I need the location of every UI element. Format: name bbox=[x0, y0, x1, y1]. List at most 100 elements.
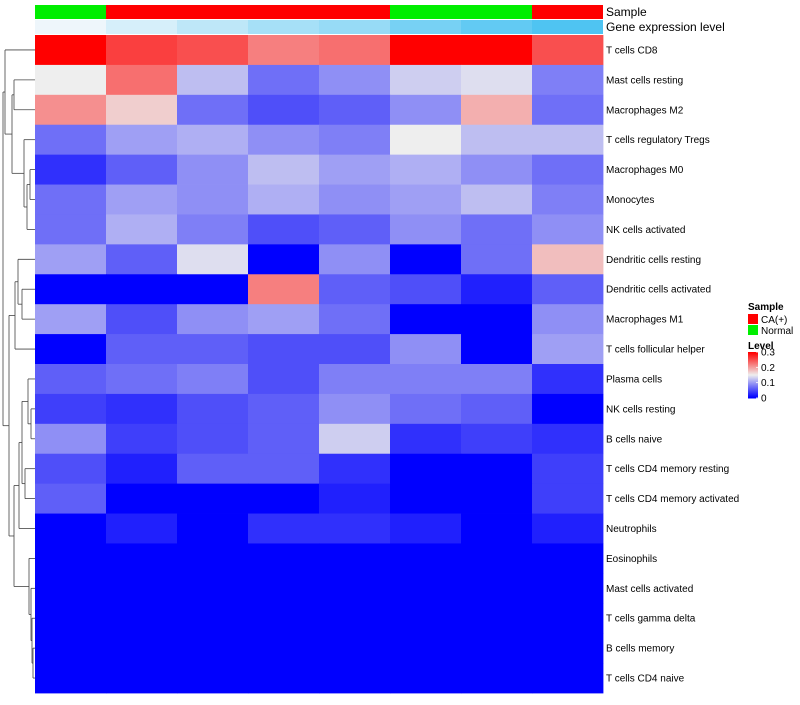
heatmap-cell bbox=[390, 244, 462, 275]
heatmap-cell bbox=[177, 154, 249, 185]
row-label: Monocytes bbox=[606, 195, 654, 206]
heatmap-cell bbox=[319, 304, 391, 335]
heatmap-cell bbox=[532, 364, 604, 395]
heatmap-cell bbox=[319, 483, 391, 514]
heatmap-cell bbox=[532, 543, 604, 574]
heatmap-cell bbox=[461, 94, 533, 126]
sample-annotation-cell bbox=[461, 5, 532, 19]
heatmap-cell bbox=[248, 35, 320, 66]
legend-sample-swatch bbox=[748, 314, 758, 324]
heatmap-cell bbox=[177, 573, 249, 604]
heatmap-cell bbox=[319, 453, 391, 485]
legend-level-gradient-step bbox=[748, 381, 758, 383]
heatmap-cell bbox=[532, 94, 604, 126]
heatmap-cell bbox=[248, 304, 320, 335]
legend-level-gradient-step bbox=[748, 365, 758, 367]
heatmap-cell bbox=[35, 364, 107, 395]
legend-level-tick-label: 0.3 bbox=[761, 348, 775, 359]
heatmap-cell bbox=[248, 513, 320, 544]
legend-level-gradient-step bbox=[748, 359, 758, 361]
heatmap-cell bbox=[106, 94, 178, 126]
heatmap-cell bbox=[461, 124, 533, 156]
heatmap-cell bbox=[461, 304, 533, 335]
heatmap-cell bbox=[461, 513, 533, 544]
legend-level-gradient-step bbox=[748, 397, 758, 399]
heatmap-cell bbox=[248, 214, 320, 245]
heatmap-cell bbox=[248, 663, 320, 694]
row-label: Macrophages M2 bbox=[606, 105, 684, 116]
legend-level-gradient-step bbox=[748, 352, 758, 354]
heatmap-cell bbox=[248, 334, 320, 365]
heatmap-cell bbox=[532, 304, 604, 335]
row-dendrogram bbox=[2, 49, 35, 679]
heatmap-cell bbox=[35, 214, 107, 245]
legend-level-gradient-step bbox=[748, 385, 758, 387]
heatmap-cell bbox=[248, 423, 320, 455]
heatmap-cell bbox=[35, 543, 107, 574]
heatmap-cell bbox=[106, 124, 178, 156]
heatmap-cell bbox=[248, 124, 320, 156]
heatmap-cell bbox=[390, 513, 462, 544]
heatmap-cell bbox=[177, 543, 249, 574]
heatmap-cell bbox=[177, 364, 249, 395]
expression-annotation-cell bbox=[532, 20, 603, 34]
heatmap-cell bbox=[35, 423, 107, 455]
heatmap-cell bbox=[106, 334, 178, 365]
heatmap-cell bbox=[177, 244, 249, 275]
heatmap-cell bbox=[319, 64, 391, 96]
expression-annotation-label: Gene expression level bbox=[606, 20, 725, 34]
heatmap-cell bbox=[390, 483, 462, 514]
legend-level-gradient-step bbox=[748, 373, 758, 375]
heatmap-cell bbox=[248, 244, 320, 275]
heatmap-cell bbox=[319, 244, 391, 275]
heatmap-cell bbox=[319, 154, 391, 185]
heatmap-cell bbox=[461, 184, 533, 215]
legend-level-tick-label: 0 bbox=[761, 394, 767, 405]
legend-level-gradient-step bbox=[748, 390, 758, 392]
heatmap-cell bbox=[461, 543, 533, 574]
legend-level-tick-label: 0.2 bbox=[761, 363, 775, 374]
heatmap-cell bbox=[532, 124, 604, 156]
heatmap-cell bbox=[532, 663, 604, 694]
heatmap-cell bbox=[319, 573, 391, 604]
legend-level-gradient-step bbox=[748, 383, 758, 385]
heatmap-cell bbox=[106, 423, 178, 455]
heatmap-cell bbox=[390, 64, 462, 96]
heatmap-cell bbox=[461, 154, 533, 185]
heatmap-cell bbox=[35, 483, 107, 514]
row-label: T cells gamma delta bbox=[606, 614, 696, 625]
sample-annotation-cell bbox=[177, 5, 248, 19]
heatmap-cell bbox=[106, 364, 178, 395]
heatmap-cell bbox=[532, 274, 604, 305]
heatmap-cell bbox=[35, 603, 107, 634]
expression-annotation-cell bbox=[106, 20, 177, 34]
heatmap-cell bbox=[461, 483, 533, 514]
heatmap-cell bbox=[461, 603, 533, 634]
heatmap-cell bbox=[248, 64, 320, 96]
heatmap-cell bbox=[390, 124, 462, 156]
heatmap-cell bbox=[461, 573, 533, 604]
legend-level-gradient-step bbox=[748, 391, 758, 393]
heatmap-cell bbox=[390, 453, 462, 485]
row-label: T cells CD8 bbox=[606, 45, 658, 56]
legend-level-gradient-step bbox=[748, 363, 758, 365]
heatmap-cell bbox=[390, 35, 462, 66]
row-label: Neutrophils bbox=[606, 524, 657, 535]
heatmap-cell bbox=[319, 513, 391, 544]
heatmap-cell bbox=[532, 573, 604, 604]
heatmap-cell bbox=[390, 543, 462, 574]
heatmap-cell bbox=[390, 274, 462, 305]
legend-level-gradient-step bbox=[748, 361, 758, 363]
heatmap-cell bbox=[35, 304, 107, 335]
heatmap-cell bbox=[461, 423, 533, 455]
heatmap-cell bbox=[106, 453, 178, 485]
heatmap-cell bbox=[35, 573, 107, 604]
expression-annotation-cell bbox=[461, 20, 532, 34]
legend-level-gradient-step bbox=[748, 355, 758, 357]
heatmap-cells bbox=[35, 35, 604, 694]
legend-level-gradient-step bbox=[748, 366, 758, 368]
heatmap-cell bbox=[35, 663, 107, 694]
legend-sample-title: Sample bbox=[748, 302, 784, 313]
legend-level-gradient-step bbox=[748, 362, 758, 364]
